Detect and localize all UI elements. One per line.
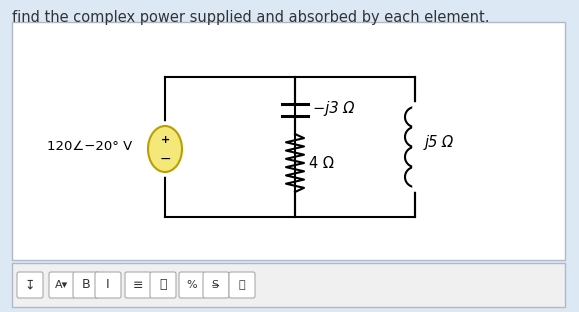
Text: ≡: ≡ (133, 279, 143, 291)
Text: %: % (186, 280, 197, 290)
FancyBboxPatch shape (95, 272, 121, 298)
Text: S̶: S̶ (212, 280, 219, 290)
FancyBboxPatch shape (203, 272, 229, 298)
Text: A▾: A▾ (56, 280, 69, 290)
Ellipse shape (148, 126, 182, 172)
Text: +: + (160, 135, 170, 145)
FancyBboxPatch shape (12, 22, 565, 260)
Text: 120∠−20° V: 120∠−20° V (47, 140, 133, 154)
Text: I: I (106, 279, 110, 291)
FancyBboxPatch shape (229, 272, 255, 298)
Text: 4 Ω: 4 Ω (309, 155, 334, 170)
Text: ⩶: ⩶ (159, 279, 167, 291)
Text: −j3 Ω: −j3 Ω (313, 100, 354, 115)
Text: j5 Ω: j5 Ω (425, 135, 454, 150)
FancyBboxPatch shape (179, 272, 205, 298)
FancyBboxPatch shape (12, 263, 565, 307)
Text: −: − (159, 152, 171, 166)
Text: find the complex power supplied and absorbed by each element.: find the complex power supplied and abso… (12, 10, 489, 25)
Text: ⬜: ⬜ (239, 280, 245, 290)
FancyBboxPatch shape (17, 272, 43, 298)
Text: B: B (82, 279, 90, 291)
FancyBboxPatch shape (125, 272, 151, 298)
FancyBboxPatch shape (73, 272, 99, 298)
FancyBboxPatch shape (150, 272, 176, 298)
FancyBboxPatch shape (49, 272, 75, 298)
Text: ↧: ↧ (25, 279, 35, 291)
